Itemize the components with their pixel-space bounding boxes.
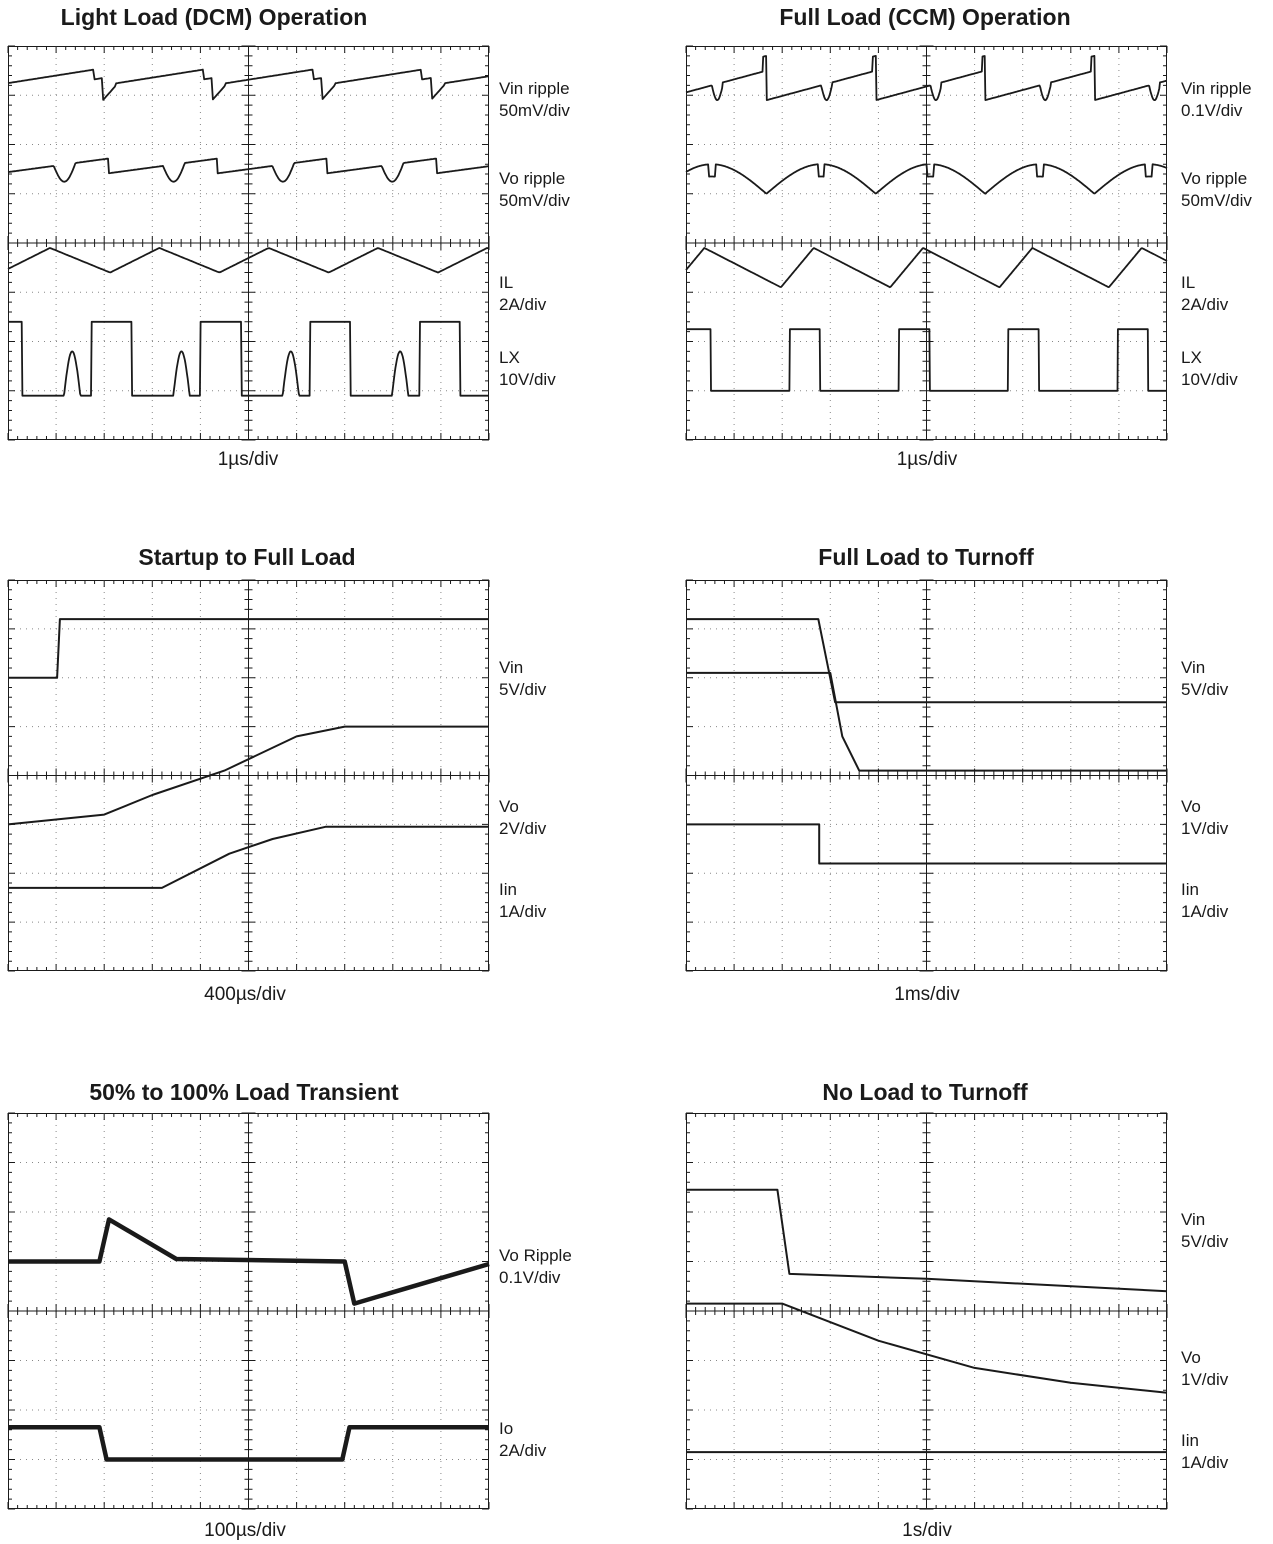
series-vo — [686, 671, 1167, 772]
series-vo — [686, 1302, 1168, 1394]
oscilloscope-plot — [685, 579, 1168, 972]
channel-label-vo-ripple: Vo ripple 50mV/div — [499, 169, 570, 210]
series-vin — [686, 1188, 1168, 1293]
series-iin — [8, 825, 489, 889]
oscilloscope-plot — [685, 45, 1168, 441]
channel-label-lx: LX 10V/div — [499, 348, 556, 389]
timebase-label: 100µs/div — [204, 1520, 286, 1541]
oscilloscope-plot — [7, 1112, 490, 1510]
series-vo-ripple — [7, 157, 490, 183]
oscilloscope-plot — [7, 45, 490, 441]
series-vo-ripple — [685, 163, 1168, 195]
channel-label-il: IL 2A/div — [499, 273, 547, 314]
series-lx — [685, 328, 1168, 392]
timebase-label: 400µs/div — [204, 984, 286, 1005]
graticule-ticks — [7, 45, 490, 441]
series-io — [8, 1425, 489, 1462]
channel-label-il: IL 2A/div — [1181, 273, 1229, 314]
channel-label-vo: Vo 1V/div — [1181, 1348, 1229, 1389]
series-vin — [686, 618, 1167, 704]
graticule-ticks — [685, 579, 1168, 972]
channel-label-vin-ripple: Vin ripple 50mV/div — [499, 79, 570, 120]
series-il — [685, 247, 1168, 289]
timebase-label: 1s/div — [902, 1520, 952, 1541]
panel-title: 50% to 100% Load Transient — [89, 1079, 399, 1105]
panel-title: Full Load (CCM) Operation — [779, 4, 1071, 30]
series-vin — [8, 618, 489, 679]
series-vo-ripple — [8, 1217, 490, 1306]
graticule-ticks — [685, 1112, 1168, 1510]
series-vo — [7, 725, 489, 826]
channel-label-iin: Iin 1A/div — [499, 880, 547, 921]
panel-title: No Load to Turnoff — [822, 1079, 1028, 1105]
panel-title: Startup to Full Load — [138, 544, 356, 570]
channel-label-iin: Iin 1A/div — [1181, 1431, 1229, 1472]
series-vin-ripple — [685, 55, 1167, 102]
panel-title: Light Load (DCM) Operation — [60, 4, 368, 30]
channel-label-lx: LX 10V/div — [1181, 348, 1238, 389]
panel-title: Full Load to Turnoff — [818, 544, 1034, 570]
series-il — [7, 247, 489, 274]
channel-label-io: Io 2A/div — [499, 1419, 547, 1460]
series-vin-ripple — [7, 68, 489, 101]
graticule-ticks — [685, 45, 1168, 441]
graticule-ticks — [7, 1112, 490, 1510]
channel-label-vin-ripple: Vin ripple 0.1V/div — [1181, 79, 1252, 120]
channel-label-vin: Vin 5V/div — [499, 658, 547, 699]
timebase-label: 1µs/div — [217, 449, 279, 470]
series-lx — [7, 320, 489, 397]
channel-label-vin: Vin 5V/div — [1181, 1210, 1229, 1251]
series-iin — [686, 823, 1167, 865]
channel-label-vo-ripple: Vo ripple 50mV/div — [1181, 169, 1252, 210]
timebase-label: 1µs/div — [896, 449, 958, 470]
channel-label-iin: Iin 1A/div — [1181, 880, 1229, 921]
channel-label-vo: Vo 1V/div — [1181, 797, 1229, 838]
oscilloscope-plot — [7, 579, 490, 972]
channel-label-vo-ripple: Vo Ripple 0.1V/div — [499, 1246, 572, 1287]
channel-label-vin: Vin 5V/div — [1181, 658, 1229, 699]
timebase-label: 1ms/div — [894, 984, 960, 1005]
channel-label-vo: Vo 2V/div — [499, 797, 547, 838]
oscilloscope-plot — [685, 1112, 1168, 1510]
